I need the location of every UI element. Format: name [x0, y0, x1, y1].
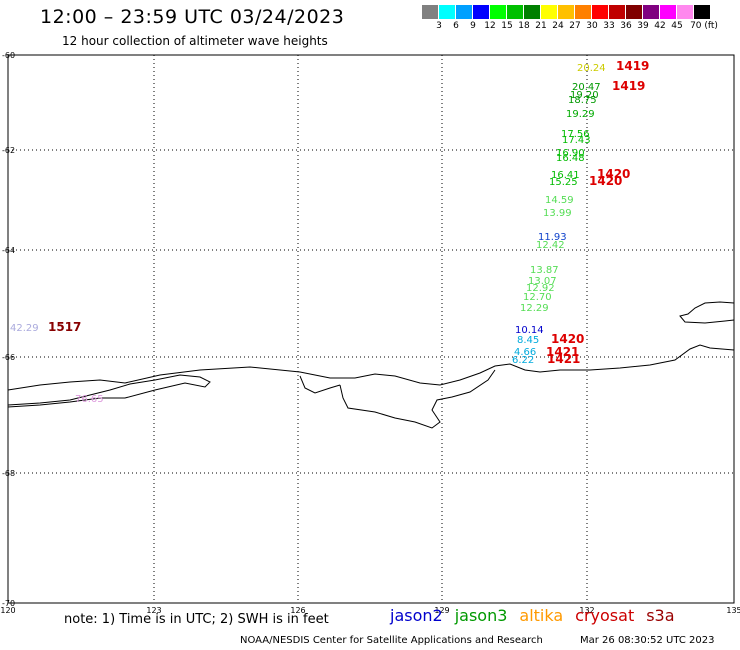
footer-note: note: 1) Time is in UTC; 2) SWH is in fe… — [64, 612, 329, 627]
pass-time-label: 1419 — [616, 59, 649, 73]
wave-height-label: 42.29 — [10, 323, 39, 334]
wave-height-label: 14.59 — [545, 195, 574, 206]
wave-height-label: 12.70 — [523, 292, 552, 303]
wave-height-label: 13.99 — [543, 208, 572, 219]
wave-height-label: 13.87 — [530, 265, 559, 276]
latitude-label: -62 — [2, 146, 15, 155]
legend-swatch — [643, 5, 660, 19]
legend-swatch — [541, 5, 558, 19]
legend-label: 21 — [535, 21, 547, 31]
longitude-label: 123 — [146, 606, 161, 615]
wave-height-label: 20.24 — [577, 63, 606, 74]
legend-swatch — [490, 5, 507, 19]
legend-swatches — [422, 5, 740, 19]
legend-swatch — [473, 5, 490, 19]
wave-height-label: 20.47 — [572, 82, 601, 93]
legend-label: 30 — [586, 21, 598, 31]
wave-height-label: 19.29 — [566, 109, 595, 120]
legend-label: 12 — [484, 21, 496, 31]
pass-time-label: 1420 — [551, 332, 584, 346]
wave-height-label: 18.75 — [568, 95, 597, 106]
map-subtitle: 12 hour collection of altimeter wave hei… — [62, 34, 328, 48]
longitude-label: 129 — [434, 606, 449, 615]
latitude-label: -64 — [2, 246, 15, 255]
wave-height-label: 16.90 — [556, 148, 585, 159]
pass-time-label: 1517 — [48, 320, 81, 334]
wave-height-label: 8.45 — [517, 335, 539, 346]
wave-height-label: 12.92 — [526, 283, 555, 294]
legend-label: 6 — [453, 21, 459, 31]
wave-height-label: 17.43 — [562, 135, 591, 146]
wave-height-label: 76.65 — [75, 394, 104, 405]
wave-height-label: 16.41 — [551, 170, 580, 181]
legend-swatch — [660, 5, 677, 19]
pass-time-label: 1421 — [547, 352, 580, 366]
legend-label: 18 — [518, 21, 530, 31]
wave-height-label: 4.66 — [514, 347, 536, 358]
longitude-label: 120 — [0, 606, 15, 615]
mission-jason3: jason3 — [454, 606, 508, 625]
wave-height-label: 15.25 — [549, 177, 578, 188]
longitude-label: 126 — [290, 606, 305, 615]
legend-label: 45 — [671, 21, 683, 31]
legend-swatch — [626, 5, 643, 19]
legend-label: 24 — [552, 21, 564, 31]
mission-s3a: s3a — [646, 606, 675, 625]
mission-legend: jason2 jason3 altika cryosat s3a — [390, 606, 675, 625]
mission-altika: altika — [519, 606, 564, 625]
map-frame — [7, 54, 735, 604]
pass-time-label: 1421 — [546, 345, 579, 359]
legend-label: 36 — [620, 21, 632, 31]
wave-height-label: 19.20 — [570, 90, 599, 101]
longitude-label: 135 — [726, 606, 740, 615]
longitude-label: 132 — [579, 606, 594, 615]
legend-swatch — [456, 5, 473, 19]
wave-height-label: 6.22 — [512, 355, 534, 366]
map-title: 12:00 – 23:59 UTC 03/24/2023 — [40, 6, 345, 28]
legend-swatch — [694, 5, 711, 19]
footer-generated: Mar 26 08:30:52 UTC 2023 — [580, 635, 715, 646]
wave-height-label: 13.07 — [528, 276, 557, 287]
legend-label: 39 — [637, 21, 649, 31]
legend-label: 15 — [501, 21, 513, 31]
wave-height-label: 12.29 — [520, 303, 549, 314]
color-legend: 3 6 9 12 15 18 21 24 27 30 33 36 39 42 45 70 (ft) — [422, 5, 740, 33]
wave-height-label: 11.93 — [538, 232, 567, 243]
legend-swatch — [575, 5, 592, 19]
legend-swatch — [524, 5, 541, 19]
mission-cryosat: cryosat — [575, 606, 635, 625]
legend-swatch — [609, 5, 626, 19]
legend-labels: 3 6 9 12 15 18 21 24 27 30 33 36 39 42 45 70 (ft) — [422, 19, 740, 33]
legend-swatch — [592, 5, 609, 19]
legend-label: 42 — [654, 21, 666, 31]
legend-label: 70 (ft) — [690, 21, 718, 31]
wave-height-label: 17.56 — [561, 129, 590, 140]
legend-swatch — [439, 5, 456, 19]
wave-height-label: 12.42 — [536, 240, 565, 251]
pass-time-label: 1419 — [612, 79, 645, 93]
footer-credit: NOAA/NESDIS Center for Satellite Applica… — [240, 635, 543, 646]
legend-swatch — [422, 5, 439, 19]
legend-label: 3 — [436, 21, 442, 31]
legend-label: 9 — [470, 21, 476, 31]
antarctic-coastline — [7, 301, 735, 429]
mission-jason2: jason2 — [390, 606, 443, 625]
latitude-label: -68 — [2, 469, 15, 478]
legend-label: 33 — [603, 21, 615, 31]
wave-height-label: 10.14 — [515, 325, 544, 336]
legend-label: 27 — [569, 21, 581, 31]
wave-height-label: 16.48 — [556, 153, 585, 164]
pass-time-label: 1420 — [589, 174, 622, 188]
legend-swatch — [507, 5, 524, 19]
pass-time-label: 1420 — [597, 167, 630, 181]
legend-swatch — [677, 5, 694, 19]
latitude-label: -66 — [2, 353, 15, 362]
legend-swatch — [558, 5, 575, 19]
